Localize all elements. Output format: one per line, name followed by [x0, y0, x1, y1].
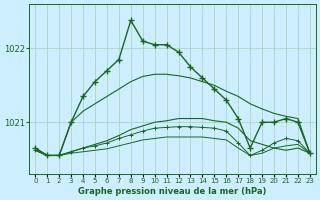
X-axis label: Graphe pression niveau de la mer (hPa): Graphe pression niveau de la mer (hPa)	[78, 187, 267, 196]
